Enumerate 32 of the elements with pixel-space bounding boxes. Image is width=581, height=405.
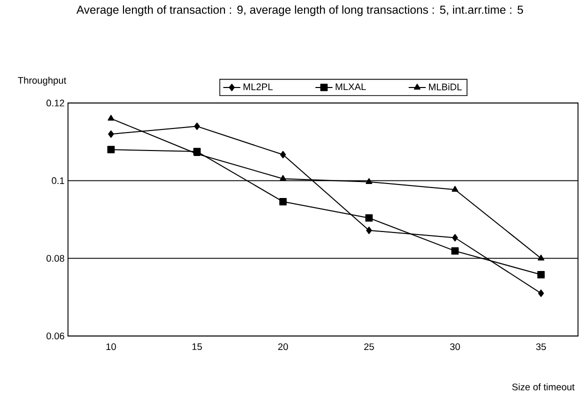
y-tick-label: 0.08 xyxy=(46,254,64,262)
point xyxy=(538,290,544,297)
y-tick-label: 0.06 xyxy=(46,332,64,340)
point xyxy=(108,114,114,121)
point xyxy=(452,186,458,192)
point xyxy=(451,247,459,255)
x-axis-title: Size of timeout xyxy=(512,383,575,390)
chart-title: Average length of transaction : 9, average length of long transactions : 5, int.arr.time : 5 xyxy=(76,5,524,16)
point xyxy=(280,175,286,181)
x-tick-label: 15 xyxy=(192,343,202,350)
point xyxy=(279,198,287,206)
point xyxy=(538,254,544,260)
point xyxy=(537,270,545,278)
point xyxy=(108,130,114,138)
y-tick-label: 0.1 xyxy=(52,177,64,184)
y-axis-title: Throughput xyxy=(18,76,66,86)
x-tick-label: 10 xyxy=(106,343,116,350)
point xyxy=(107,146,115,154)
point xyxy=(452,234,458,242)
point xyxy=(194,122,200,130)
point xyxy=(365,214,373,222)
x-tick-label: 25 xyxy=(364,343,374,350)
x-tick-label: 35 xyxy=(536,343,546,350)
y-tick-label: 0.12 xyxy=(46,100,64,106)
point xyxy=(280,150,286,158)
point xyxy=(366,178,372,184)
x-tick-label: 30 xyxy=(450,343,460,350)
x-tick-label: 20 xyxy=(278,343,288,350)
point xyxy=(366,226,372,234)
legend-label: MLXAL xyxy=(336,83,366,90)
legend-label: ML2PL xyxy=(244,83,273,90)
legend-label: MLBiDL xyxy=(429,83,462,90)
